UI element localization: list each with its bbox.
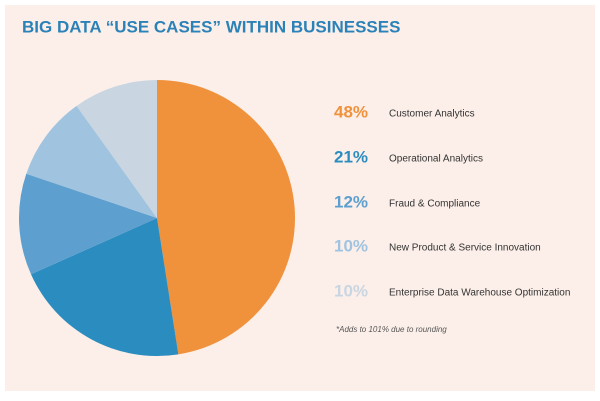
legend-value: 10% — [334, 236, 368, 255]
pie-slice — [18, 173, 157, 275]
pie-slice — [76, 80, 157, 218]
legend-label: Enterprise Data Warehouse Optimization — [389, 288, 570, 299]
legend-label: Customer Analytics — [389, 109, 475, 120]
legend-label: New Product & Service Innovation — [389, 243, 541, 254]
pie-slice — [157, 80, 296, 355]
legend-value: 12% — [334, 192, 368, 211]
legend-label: Operational Analytics — [389, 154, 483, 165]
pie-slice — [26, 105, 158, 218]
legend-value: 10% — [334, 281, 368, 300]
legend-label: Fraud & Compliance — [389, 199, 481, 210]
footnote: *Adds to 101% due to rounding — [336, 325, 447, 334]
pie-slice — [30, 218, 179, 356]
chart-title: BIG DATA “USE CASES” WITHIN BUSINESSES — [22, 17, 400, 36]
legend-value: 48% — [334, 102, 368, 121]
legend-value: 21% — [334, 147, 368, 166]
